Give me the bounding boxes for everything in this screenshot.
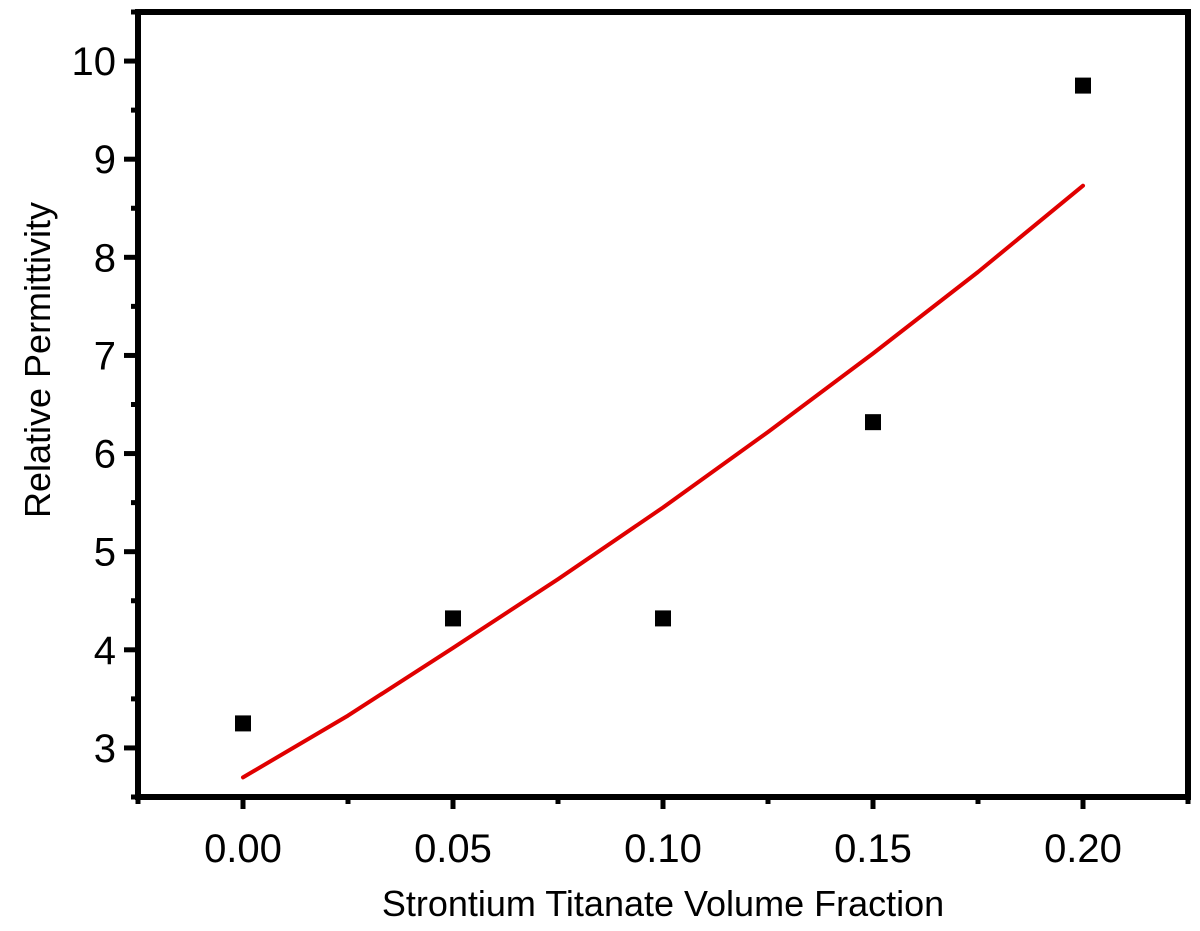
y-tick-label: 3: [94, 727, 116, 771]
y-axis: 3 4 5 6 7 8 9 10: [72, 40, 138, 771]
x-tick-label: 0.00: [204, 827, 282, 871]
y-tick-label: 10: [72, 40, 117, 84]
x-axis-title: Strontium Titanate Volume Fraction: [382, 883, 944, 924]
x-tick-label: 0.15: [834, 827, 912, 871]
data-point-square: [235, 715, 251, 732]
y-axis-title: Relative Permittivity: [17, 202, 58, 518]
data-point-square: [865, 414, 881, 431]
y-tick-label: 8: [94, 236, 116, 280]
plot-border: [135, 9, 1191, 800]
y-tick-label: 5: [94, 531, 116, 575]
x-axis: 0.00 0.05 0.10 0.15 0.20: [204, 797, 1122, 871]
x-tick-label: 0.20: [1044, 827, 1122, 871]
y-tick-label: 6: [94, 433, 116, 477]
data-point-square: [445, 610, 461, 627]
y-tick-label: 4: [94, 629, 116, 673]
x-tick-label: 0.05: [414, 827, 492, 871]
series-layer: [235, 77, 1091, 780]
fit-curve: [241, 183, 1085, 780]
x-tick-label: 0.10: [624, 827, 702, 871]
plot-frame: [135, 9, 1191, 800]
y-tick-label: 7: [94, 334, 116, 378]
data-point-square: [655, 610, 671, 627]
minor-ticks: [131, 9, 1191, 804]
data-point-square: [1075, 77, 1091, 94]
y-tick-label: 9: [94, 138, 116, 182]
